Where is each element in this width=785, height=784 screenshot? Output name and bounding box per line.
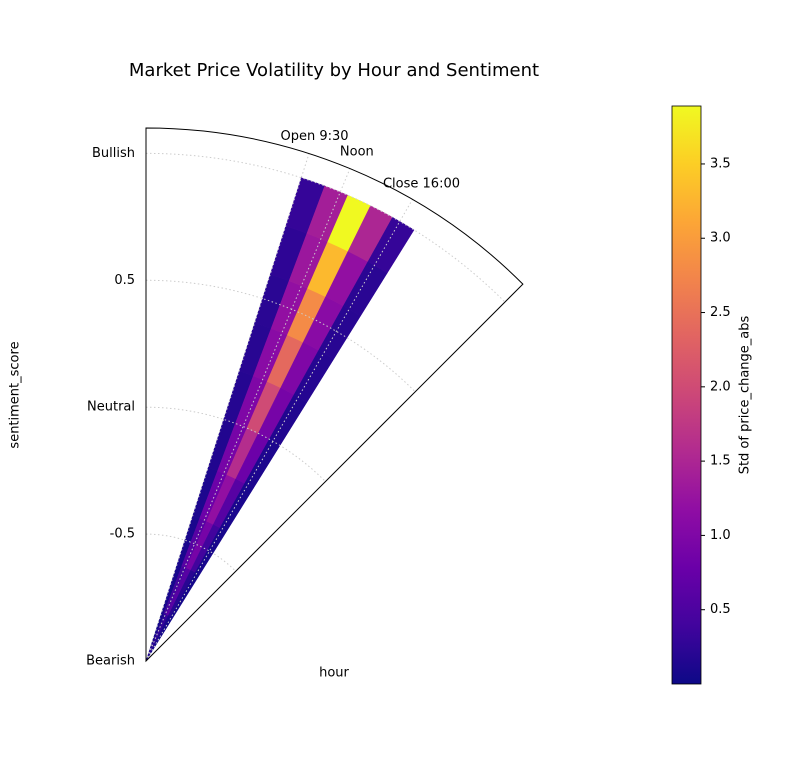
chart-title: Market Price Volatility by Hour and Sent… <box>129 60 539 81</box>
grid-line <box>145 199 413 662</box>
grid-line <box>145 153 310 662</box>
colorbar-tick-label: 1.5 <box>710 454 731 469</box>
y-tick-label: Bearish <box>86 654 135 669</box>
colorbar-tick-label: 0.5 <box>710 602 731 617</box>
grid-arc <box>145 152 506 303</box>
colorbar-label: Std of price_change_abs <box>738 315 753 474</box>
y-tick-label: -0.5 <box>110 527 135 542</box>
colorbar-tick-label: 3.5 <box>710 156 731 171</box>
grid-arc <box>145 406 326 482</box>
y-tick-label: Bullish <box>92 146 135 161</box>
colorbar-tick-label: 3.0 <box>710 231 731 246</box>
x-axis-label: hour <box>319 666 349 681</box>
colorbar <box>671 105 702 685</box>
y-axis-label: sentiment_score <box>8 341 23 448</box>
grid-arc <box>145 533 237 572</box>
colorbar-tick-label: 1.0 <box>710 528 731 543</box>
polar-frame <box>145 127 524 663</box>
y-tick-label: 0.5 <box>114 273 135 288</box>
colorbar-tick-label: 2.0 <box>710 379 731 394</box>
x-tick-label: Close 16:00 <box>383 176 460 191</box>
colorbar-tick-label: 2.5 <box>710 305 731 320</box>
grid-line <box>145 168 351 662</box>
y-tick-label: Neutral <box>87 400 135 415</box>
x-tick-label: Open 9:30 <box>281 129 349 144</box>
x-tick-label: Noon <box>340 144 374 159</box>
